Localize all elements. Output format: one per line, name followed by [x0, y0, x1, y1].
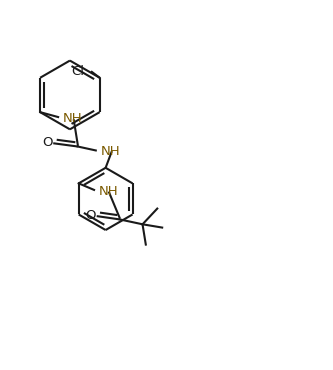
Text: O: O	[42, 136, 53, 149]
Text: NH: NH	[63, 112, 83, 125]
Text: NH: NH	[101, 145, 120, 158]
Text: Cl: Cl	[72, 65, 85, 78]
Text: O: O	[86, 209, 96, 222]
Text: NH: NH	[98, 185, 118, 198]
